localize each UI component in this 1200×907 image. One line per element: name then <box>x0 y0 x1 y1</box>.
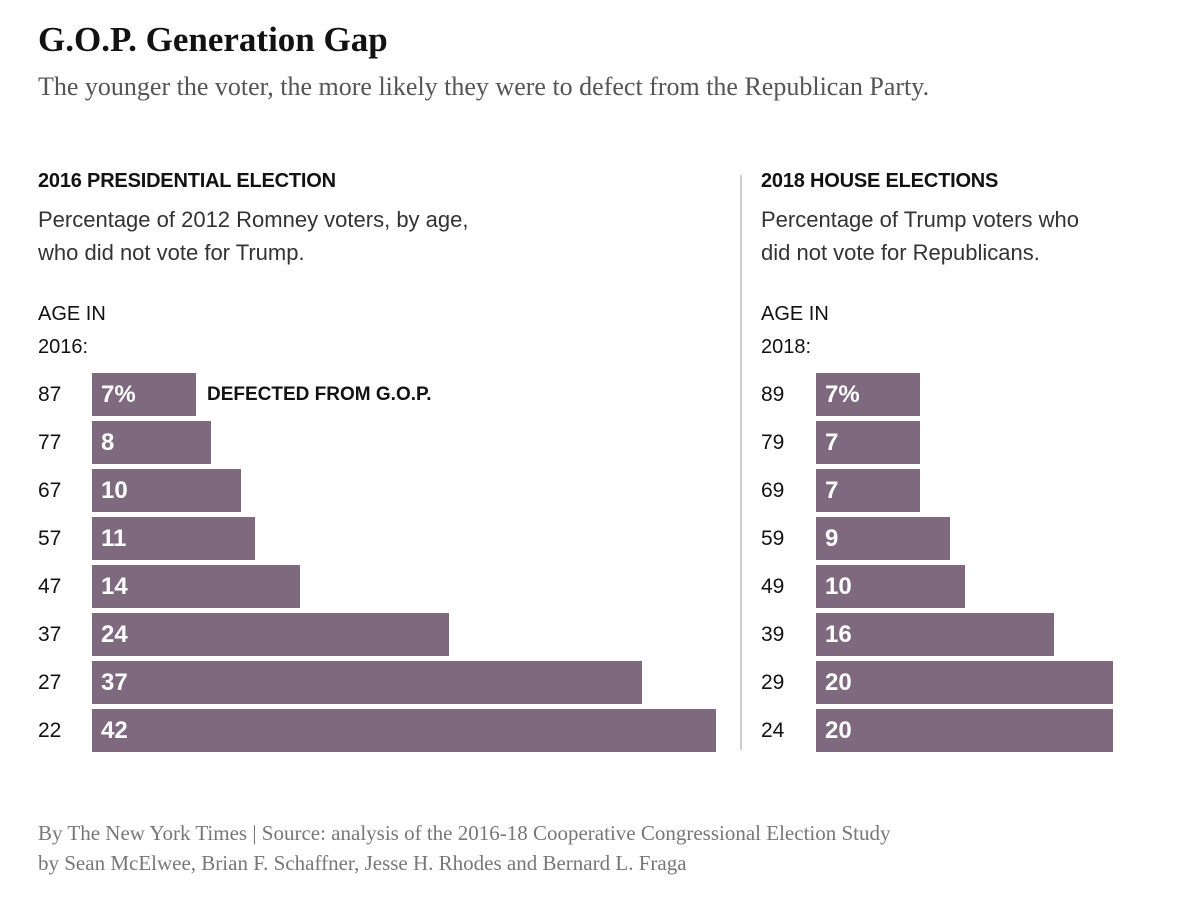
axis-label-2018-line1: AGE IN <box>761 303 829 325</box>
bar-value-label: 20 <box>825 669 852 696</box>
source-line2: by Sean McElwee, Brian F. Schaffner, Jes… <box>38 851 687 875</box>
panel-description-2016-line1: Percentage of 2012 Romney voters, by age… <box>38 207 469 232</box>
bar <box>816 661 1113 704</box>
source-line1: By The New York Times | Source: analysis… <box>38 821 891 845</box>
bar <box>92 517 255 560</box>
bar-value-label: 8 <box>101 429 115 456</box>
age-label: 67 <box>38 479 62 502</box>
bar <box>816 709 1113 752</box>
axis-label-2018-line2: 2018: <box>761 336 812 358</box>
bar-value-label: 7 <box>825 429 839 456</box>
panel-divider <box>740 175 742 750</box>
panel-heading-2016: 2016 PRESIDENTIAL ELECTION <box>38 170 336 192</box>
panel-description-2018-line2: did not vote for Republicans. <box>761 240 1040 265</box>
bar-value-label: 11 <box>101 525 127 552</box>
bar-value-label: 14 <box>101 573 128 600</box>
chart-subtitle: The younger the voter, the more likely t… <box>38 72 930 101</box>
panel-heading-2018: 2018 HOUSE ELECTIONS <box>761 170 999 192</box>
age-label: 47 <box>38 575 62 598</box>
bar-value-label: 7% <box>101 381 136 408</box>
age-label: 22 <box>38 719 62 742</box>
panel-description-2018: Percentage of Trump voters who did not v… <box>761 203 1200 269</box>
age-label: 29 <box>761 671 785 694</box>
bar <box>92 709 716 752</box>
age-label: 27 <box>38 671 62 694</box>
bar <box>92 613 449 656</box>
bar <box>92 421 211 464</box>
age-label: 59 <box>761 527 785 550</box>
age-label: 57 <box>38 527 62 550</box>
age-label: 87 <box>38 383 62 406</box>
bar-value-label: 10 <box>825 573 852 600</box>
bar <box>816 517 950 560</box>
bar <box>92 565 300 608</box>
bar <box>92 469 241 512</box>
bar <box>816 373 920 416</box>
bar-value-label: 42 <box>101 717 128 744</box>
bar <box>816 469 920 512</box>
age-label: 37 <box>38 623 62 646</box>
age-label: 39 <box>761 623 785 646</box>
age-label: 89 <box>761 383 785 406</box>
bar-value-label: 20 <box>825 717 852 744</box>
defected-annotation: DEFECTED FROM G.O.P. <box>207 384 432 405</box>
age-label: 49 <box>761 575 785 598</box>
bar <box>816 421 920 464</box>
axis-label-2016-line1: AGE IN <box>38 303 106 325</box>
bar-value-label: 16 <box>825 621 852 648</box>
bar <box>92 661 642 704</box>
age-label: 77 <box>38 431 62 454</box>
bar-value-label: 37 <box>101 669 128 696</box>
axis-label-2018: AGE IN 2018: <box>761 298 881 364</box>
bar <box>92 373 196 416</box>
chart-title: G.O.P. Generation Gap <box>38 20 388 59</box>
panel-2016-presidential: 2016 PRESIDENTIAL ELECTION Percentage of… <box>38 170 728 760</box>
panel-description-2016: Percentage of 2012 Romney voters, by age… <box>38 203 558 269</box>
source-footer: By The New York Times | Source: analysis… <box>38 818 891 878</box>
axis-label-2016: AGE IN 2016: <box>38 298 158 364</box>
axis-label-2016-line2: 2016: <box>38 336 89 358</box>
bar <box>816 613 1054 656</box>
bar-value-label: 10 <box>101 477 128 504</box>
bar <box>816 565 965 608</box>
age-label: 24 <box>761 719 785 742</box>
bar-value-label: 9 <box>825 525 839 552</box>
bar-value-label: 24 <box>101 621 128 648</box>
panel-description-2016-line2: who did not vote for Trump. <box>38 240 305 265</box>
panel-2018-house: 2018 HOUSE ELECTIONS Percentage of Trump… <box>761 170 1161 760</box>
age-label: 69 <box>761 479 785 502</box>
bar-value-label: 7% <box>825 381 860 408</box>
bar-value-label: 7 <box>825 477 839 504</box>
panel-description-2018-line1: Percentage of Trump voters who <box>761 207 1079 232</box>
age-label: 79 <box>761 431 785 454</box>
